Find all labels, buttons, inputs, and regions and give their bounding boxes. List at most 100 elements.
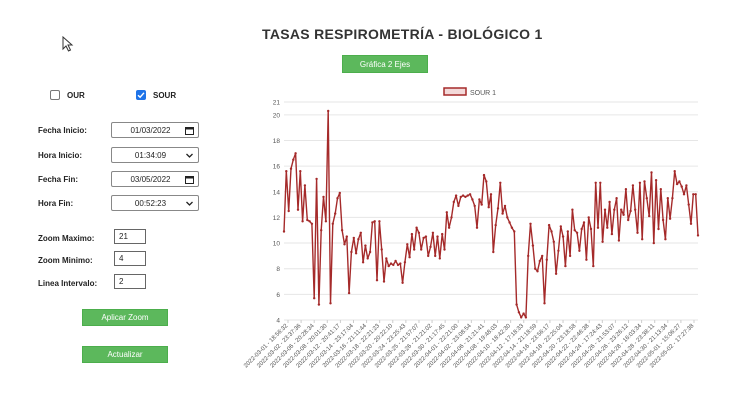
data-point (629, 209, 632, 213)
sour-checkbox[interactable] (136, 90, 146, 100)
data-point (301, 220, 304, 223)
chevron-down-icon (186, 153, 193, 158)
data-point (429, 245, 432, 249)
data-point (308, 220, 311, 223)
arrow-cursor-icon (62, 36, 74, 52)
sour-label: SOUR (153, 90, 177, 100)
data-point (589, 227, 593, 231)
y-tick-label: 4 (276, 318, 280, 325)
sour-series-line (283, 110, 699, 319)
data-point (487, 206, 490, 209)
data-point (610, 232, 614, 236)
y-tick-label: 18 (273, 138, 281, 145)
data-point (515, 303, 518, 306)
linea-intervalo-input[interactable]: 2 (114, 274, 146, 289)
data-point (638, 181, 642, 184)
data-point (410, 232, 414, 236)
data-point (580, 227, 583, 231)
data-point (550, 230, 553, 233)
data-point (299, 170, 302, 173)
y-tick-label: 8 (276, 266, 280, 273)
data-point (543, 302, 546, 305)
data-point (494, 223, 497, 227)
data-point (282, 230, 286, 233)
data-point (287, 209, 290, 213)
data-point (668, 217, 672, 220)
data-point (378, 220, 381, 223)
data-point (396, 263, 400, 267)
sour-checkbox-row[interactable]: SOUR (136, 90, 176, 100)
calendar-icon[interactable] (185, 175, 194, 184)
data-point (380, 248, 383, 251)
y-tick-label: 20 (273, 112, 281, 119)
data-point (554, 272, 558, 275)
our-checkbox[interactable] (50, 90, 60, 100)
fecha-inicio-input[interactable]: 01/03/2022 (111, 122, 199, 138)
data-point (436, 235, 439, 238)
data-point (359, 231, 362, 234)
fecha-fin-input[interactable]: 03/05/2022 (111, 171, 199, 187)
data-point (578, 249, 581, 252)
two-axes-chart-button[interactable]: Gráfica 2 Ejes (342, 55, 428, 73)
data-point (585, 258, 588, 261)
data-point (403, 261, 407, 264)
data-point (541, 254, 544, 258)
data-point (599, 181, 602, 184)
data-point (340, 229, 344, 232)
data-point (650, 171, 653, 174)
data-point (557, 249, 560, 252)
zoom-max-label: Zoom Maximo: (38, 234, 95, 243)
linea-intervalo-label: Linea Intervalo: (38, 279, 98, 288)
hora-fin-value: 00:52:23 (134, 198, 167, 208)
data-point (657, 227, 660, 231)
data-point (457, 204, 460, 208)
chevron-down-icon (186, 201, 193, 206)
data-point (606, 226, 609, 229)
data-point (503, 204, 507, 208)
data-point (385, 257, 388, 260)
data-point (561, 235, 565, 238)
fecha-fin-value: 03/05/2022 (130, 174, 171, 184)
data-point (508, 221, 511, 224)
data-point (673, 170, 676, 173)
data-point (529, 222, 532, 225)
fecha-fin-label: Fecha Fin: (38, 175, 79, 184)
zoom-max-input[interactable]: 21 (114, 229, 146, 244)
data-point (371, 221, 374, 224)
zoom-min-input[interactable]: 4 (114, 251, 146, 266)
data-point (361, 261, 365, 264)
data-point (678, 180, 681, 183)
data-point (485, 180, 488, 183)
update-button[interactable]: Actualizar (82, 346, 168, 363)
data-point (447, 226, 451, 229)
data-point (427, 254, 430, 258)
data-point (375, 279, 379, 282)
data-point (622, 213, 625, 216)
data-point (415, 226, 418, 229)
data-point (438, 257, 441, 260)
data-point (559, 225, 562, 228)
data-point (368, 250, 372, 254)
data-point (501, 212, 504, 215)
data-point (536, 270, 539, 273)
data-point (552, 240, 555, 243)
data-point (617, 239, 621, 242)
hora-fin-select[interactable]: 00:52:23 (111, 195, 199, 211)
our-checkbox-row[interactable]: OUR (50, 90, 85, 100)
calendar-icon[interactable] (185, 126, 194, 135)
data-point (357, 238, 360, 241)
data-point (492, 250, 495, 254)
data-point (329, 302, 332, 305)
data-point (636, 231, 639, 234)
apply-zoom-button[interactable]: Aplicar Zoom (82, 309, 168, 326)
hora-inicio-select[interactable]: 01:34:09 (111, 147, 199, 163)
data-point (413, 248, 416, 251)
data-point (568, 254, 572, 258)
data-point (675, 182, 679, 186)
data-point (327, 109, 330, 113)
data-point (499, 181, 502, 184)
data-point (573, 229, 576, 232)
data-point (596, 226, 600, 229)
data-point (315, 177, 318, 181)
data-point (624, 188, 628, 191)
